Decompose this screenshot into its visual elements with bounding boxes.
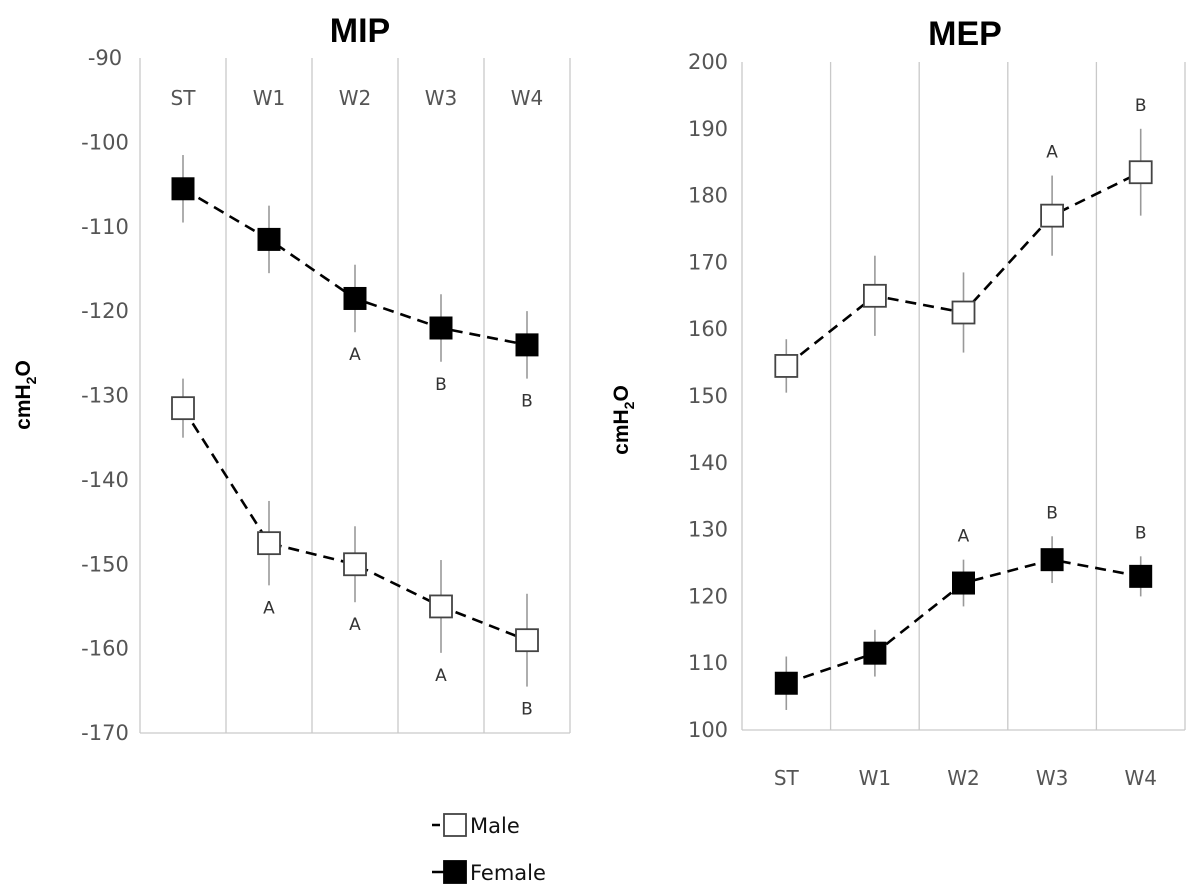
data-point-female (774, 671, 798, 695)
legend: Male Female (432, 813, 546, 885)
data-point-female (257, 227, 281, 251)
data-point-female (515, 333, 539, 357)
y-tick-label: 150 (688, 384, 728, 408)
x-category-label: W3 (1036, 766, 1069, 790)
data-point-female (1129, 564, 1153, 588)
mip-chart: MIP -90 -100 -110 -120 -130 -140 -150 -160 -170 ST… (12, 12, 571, 745)
y-tick-label: 180 (688, 184, 728, 208)
data-point-female (171, 177, 195, 201)
y-tick-label: 170 (688, 250, 728, 274)
significance-label: A (349, 345, 361, 365)
y-tick-label: 100 (688, 718, 728, 742)
data-point-male (429, 594, 453, 619)
x-category-label: W1 (253, 86, 286, 110)
x-category-label: W4 (1124, 766, 1157, 790)
significance-label: B (1135, 96, 1147, 116)
y-tick-label: -110 (81, 215, 129, 239)
series-line-male (181, 407, 528, 642)
y-tick-label: 190 (688, 117, 728, 141)
data-point-male (515, 628, 539, 653)
y-axis-label-subscript: 2 (23, 376, 39, 384)
significance-label: B (1135, 523, 1147, 543)
y-tick-label: 140 (688, 451, 728, 475)
data-point-female (1040, 548, 1064, 572)
x-category-label: W2 (947, 766, 980, 790)
x-category-label: W2 (339, 86, 372, 110)
data-point-female (343, 286, 367, 310)
data-point-male (1128, 160, 1153, 185)
significance-label: A (1046, 143, 1058, 163)
x-category-label: W4 (511, 86, 544, 110)
x-category-label: ST (774, 766, 800, 790)
y-tick-label: -90 (88, 46, 122, 70)
y-tick-label: 110 (688, 651, 728, 675)
data-point-female (863, 641, 887, 665)
data-point-male (343, 552, 367, 577)
significance-label: A (263, 598, 275, 618)
data-point-female (952, 571, 975, 595)
y-tick-label: 200 (688, 50, 728, 74)
y-axis-label-part: cmH (12, 384, 35, 430)
y-tick-label: 160 (688, 317, 728, 341)
y-tick-label: -160 (81, 637, 129, 661)
significance-label: B (521, 700, 533, 720)
legend-marker (443, 813, 467, 837)
chart-title: MEP (928, 15, 1002, 53)
y-tick-label: -170 (81, 721, 129, 745)
y-tick-label: 130 (688, 518, 728, 542)
significance-label: A (958, 527, 970, 547)
data-point-male (1040, 203, 1064, 228)
significance-label: B (435, 375, 447, 395)
x-category-label: ST (171, 86, 197, 110)
significance-label: A (435, 666, 447, 686)
y-axis-label-part: O (610, 385, 633, 401)
y-tick-label: 120 (688, 584, 728, 608)
data-point-male (774, 354, 799, 378)
significance-label: B (521, 392, 533, 412)
significance-label: B (1046, 503, 1058, 523)
y-axis-label: cmH2O (610, 385, 637, 455)
data-point-male (863, 283, 887, 308)
y-axis-label: cmH2O (12, 360, 39, 430)
y-axis-label-part: O (12, 360, 35, 376)
x-category-label: W3 (425, 86, 458, 110)
legend-label: Female (470, 861, 546, 885)
x-category-label: W1 (859, 766, 892, 790)
data-point-male (171, 396, 195, 421)
y-tick-label: -150 (81, 552, 129, 576)
y-tick-label: -120 (81, 299, 129, 323)
data-point-male (257, 531, 281, 556)
data-point-female (429, 316, 453, 340)
mep-chart: MEP 200 190 180 170 160 150 140 130 120 110 100 ST W1… (610, 15, 1186, 790)
data-point-male (951, 300, 976, 325)
y-tick-label: -140 (81, 468, 129, 492)
legend-marker (443, 860, 467, 884)
y-tick-label: -100 (81, 130, 129, 154)
y-axis-label-part: cmH (610, 409, 633, 455)
legend-label: Male (470, 814, 520, 838)
significance-label: A (349, 615, 361, 635)
y-axis-label-subscript: 2 (621, 401, 637, 409)
y-tick-label: -130 (81, 384, 129, 408)
chart-title: MIP (330, 12, 390, 50)
